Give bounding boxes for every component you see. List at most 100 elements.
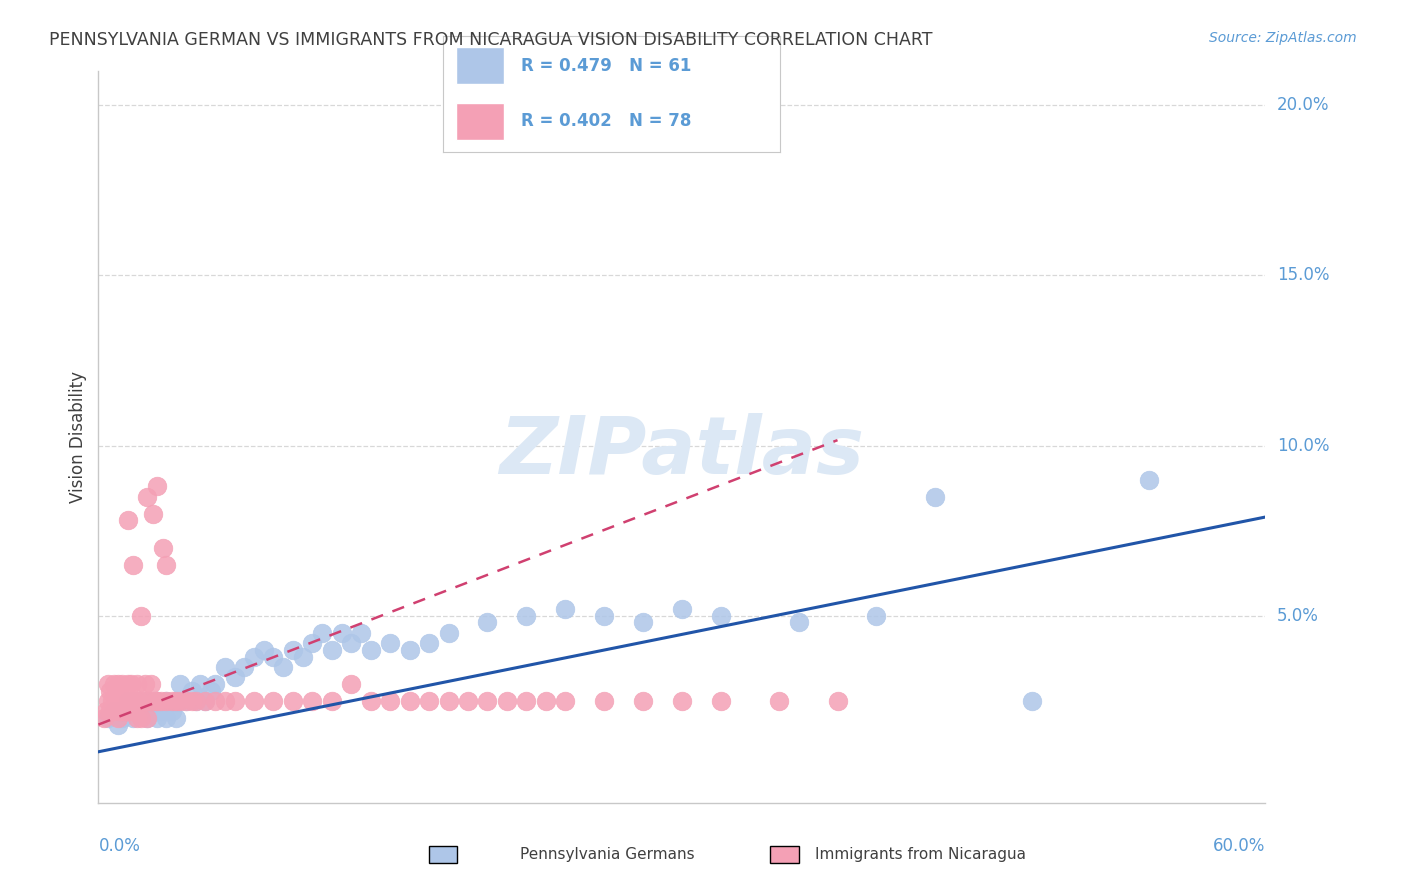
- FancyBboxPatch shape: [457, 103, 503, 140]
- Point: [152, 541, 174, 555]
- Point: [142, 507, 165, 521]
- Point: [350, 625, 373, 640]
- Point: [132, 694, 155, 708]
- Point: [184, 694, 207, 708]
- Point: [180, 694, 202, 708]
- Point: [281, 694, 304, 708]
- Point: [155, 711, 177, 725]
- Point: [281, 642, 304, 657]
- Point: [149, 704, 172, 718]
- Point: [162, 694, 184, 708]
- Point: [418, 636, 440, 650]
- Point: [155, 558, 177, 572]
- Point: [107, 694, 129, 708]
- Text: 60.0%: 60.0%: [1213, 837, 1265, 855]
- Point: [146, 479, 169, 493]
- Point: [360, 642, 382, 657]
- Point: [418, 694, 440, 708]
- Text: R = 0.479   N = 61: R = 0.479 N = 61: [520, 57, 690, 75]
- Point: [593, 608, 616, 623]
- Point: [233, 659, 256, 673]
- Point: [631, 615, 654, 630]
- Point: [122, 704, 145, 718]
- Point: [136, 694, 159, 708]
- Point: [142, 704, 165, 718]
- Point: [118, 694, 141, 708]
- Point: [128, 694, 150, 708]
- Point: [262, 649, 284, 664]
- Point: [330, 625, 353, 640]
- Text: PENNSYLVANIA GERMAN VS IMMIGRANTS FROM NICARAGUA VISION DISABILITY CORRELATION C: PENNSYLVANIA GERMAN VS IMMIGRANTS FROM N…: [49, 31, 932, 49]
- Point: [149, 694, 172, 708]
- Point: [155, 694, 177, 708]
- Point: [710, 694, 733, 708]
- Point: [457, 694, 479, 708]
- Point: [165, 694, 187, 708]
- Point: [301, 636, 323, 650]
- Point: [787, 615, 810, 630]
- Point: [136, 490, 159, 504]
- Point: [194, 694, 217, 708]
- Point: [107, 717, 129, 731]
- Point: [827, 694, 849, 708]
- Point: [129, 711, 152, 725]
- Point: [155, 694, 177, 708]
- Point: [138, 694, 160, 708]
- Point: [143, 694, 166, 708]
- Point: [165, 694, 187, 708]
- Point: [631, 694, 654, 708]
- Point: [768, 694, 790, 708]
- Text: 0.0%: 0.0%: [98, 837, 141, 855]
- Point: [174, 694, 197, 708]
- Point: [380, 636, 402, 650]
- Point: [124, 694, 146, 708]
- Point: [93, 711, 115, 725]
- Point: [262, 694, 284, 708]
- Point: [1021, 694, 1043, 708]
- Point: [515, 694, 537, 708]
- Point: [224, 694, 246, 708]
- Point: [243, 694, 266, 708]
- Point: [111, 694, 134, 708]
- Point: [554, 694, 576, 708]
- Point: [101, 694, 124, 708]
- Point: [127, 677, 149, 691]
- Point: [437, 625, 460, 640]
- Point: [117, 704, 139, 718]
- Point: [311, 625, 333, 640]
- Point: [924, 490, 946, 504]
- Point: [398, 694, 420, 708]
- Point: [146, 711, 169, 725]
- Point: [97, 677, 120, 691]
- Point: [127, 694, 149, 708]
- Point: [184, 694, 207, 708]
- Text: 10.0%: 10.0%: [1277, 436, 1330, 455]
- Point: [129, 608, 152, 623]
- Point: [169, 694, 191, 708]
- Point: [127, 711, 149, 725]
- Point: [136, 711, 159, 725]
- Point: [111, 711, 134, 725]
- Point: [169, 677, 191, 691]
- Point: [271, 659, 294, 673]
- Point: [108, 704, 131, 718]
- Point: [291, 649, 314, 664]
- Point: [554, 602, 576, 616]
- Point: [437, 694, 460, 708]
- Text: ZIPatlas: ZIPatlas: [499, 413, 865, 491]
- Point: [865, 608, 887, 623]
- Point: [121, 677, 143, 691]
- Point: [710, 608, 733, 623]
- Point: [103, 704, 125, 718]
- Point: [117, 694, 139, 708]
- Point: [162, 704, 184, 718]
- Point: [174, 694, 197, 708]
- Point: [534, 694, 557, 708]
- Point: [214, 694, 236, 708]
- Point: [104, 694, 127, 708]
- Point: [477, 694, 499, 708]
- Point: [321, 642, 343, 657]
- Point: [129, 704, 152, 718]
- Point: [496, 694, 519, 708]
- Point: [188, 677, 211, 691]
